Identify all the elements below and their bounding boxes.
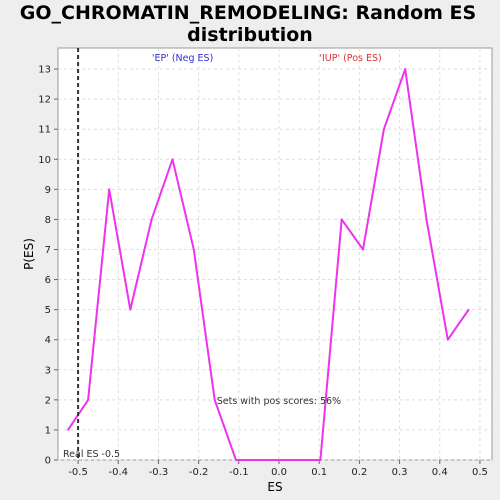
y-tick-label: 3 <box>45 365 51 376</box>
x-tick-label: 0.0 <box>271 467 287 478</box>
data-point <box>256 459 258 461</box>
x-tick-label: 0.4 <box>432 467 448 478</box>
x-axis-ticks: -0.5 -0.4 -0.3 -0.2 -0.1 0.0 0.1 0.2 0.3 0.4 0.5 <box>68 460 488 478</box>
x-tick-label: -0.1 <box>229 467 249 478</box>
y-axis-label: P(ES) <box>22 238 36 270</box>
data-point <box>468 309 470 311</box>
data-point <box>235 459 237 461</box>
x-tick-label: -0.5 <box>68 467 88 478</box>
y-tick-label: 4 <box>45 335 51 346</box>
x-tick-label: -0.3 <box>149 467 169 478</box>
y-tick-label: 0 <box>45 456 51 467</box>
pos-scores-text: Sets with pos scores: 56% <box>217 396 341 407</box>
chart-title-line-1: GO_CHROMATIN_REMODELING: Random ES <box>20 2 476 24</box>
y-tick-label: 8 <box>45 215 51 226</box>
x-tick-label: 0.5 <box>472 467 488 478</box>
data-point <box>277 459 279 461</box>
data-point <box>447 339 449 341</box>
data-point <box>193 249 195 251</box>
y-tick-label: 10 <box>38 155 51 166</box>
x-tick-label: 0.2 <box>351 467 367 478</box>
chart-title-line-2: distribution <box>187 24 313 46</box>
data-point <box>87 399 89 401</box>
x-tick-label: 0.1 <box>311 467 327 478</box>
data-point <box>172 158 174 160</box>
data-point <box>383 128 385 130</box>
x-tick-label: 0.3 <box>392 467 408 478</box>
y-tick-label: 13 <box>38 65 51 76</box>
y-tick-label: 11 <box>38 125 51 136</box>
data-point <box>130 309 132 311</box>
pos-es-label: 'IUP' (Pos ES) <box>319 53 381 64</box>
x-tick-label: -0.4 <box>109 467 129 478</box>
data-point <box>108 189 110 191</box>
y-tick-label: 2 <box>45 395 51 406</box>
data-point <box>320 459 322 461</box>
data-point <box>404 68 406 70</box>
y-tick-label: 6 <box>45 275 51 286</box>
data-point <box>67 429 69 431</box>
y-tick-label: 5 <box>45 305 51 316</box>
real-es-label: Real ES -0.5 <box>63 449 120 460</box>
y-tick-label: 1 <box>45 425 51 436</box>
data-point <box>362 249 364 251</box>
data-point <box>341 219 343 221</box>
data-point <box>426 219 428 221</box>
data-point <box>214 399 216 401</box>
y-tick-label: 9 <box>45 185 51 196</box>
x-tick-label: -0.2 <box>189 467 209 478</box>
data-point <box>151 219 153 221</box>
x-axis-label: ES <box>267 480 282 494</box>
neg-es-label: 'EP' (Neg ES) <box>152 53 213 64</box>
data-point <box>299 459 301 461</box>
y-tick-label: 12 <box>38 95 51 106</box>
y-tick-label: 7 <box>45 245 51 256</box>
